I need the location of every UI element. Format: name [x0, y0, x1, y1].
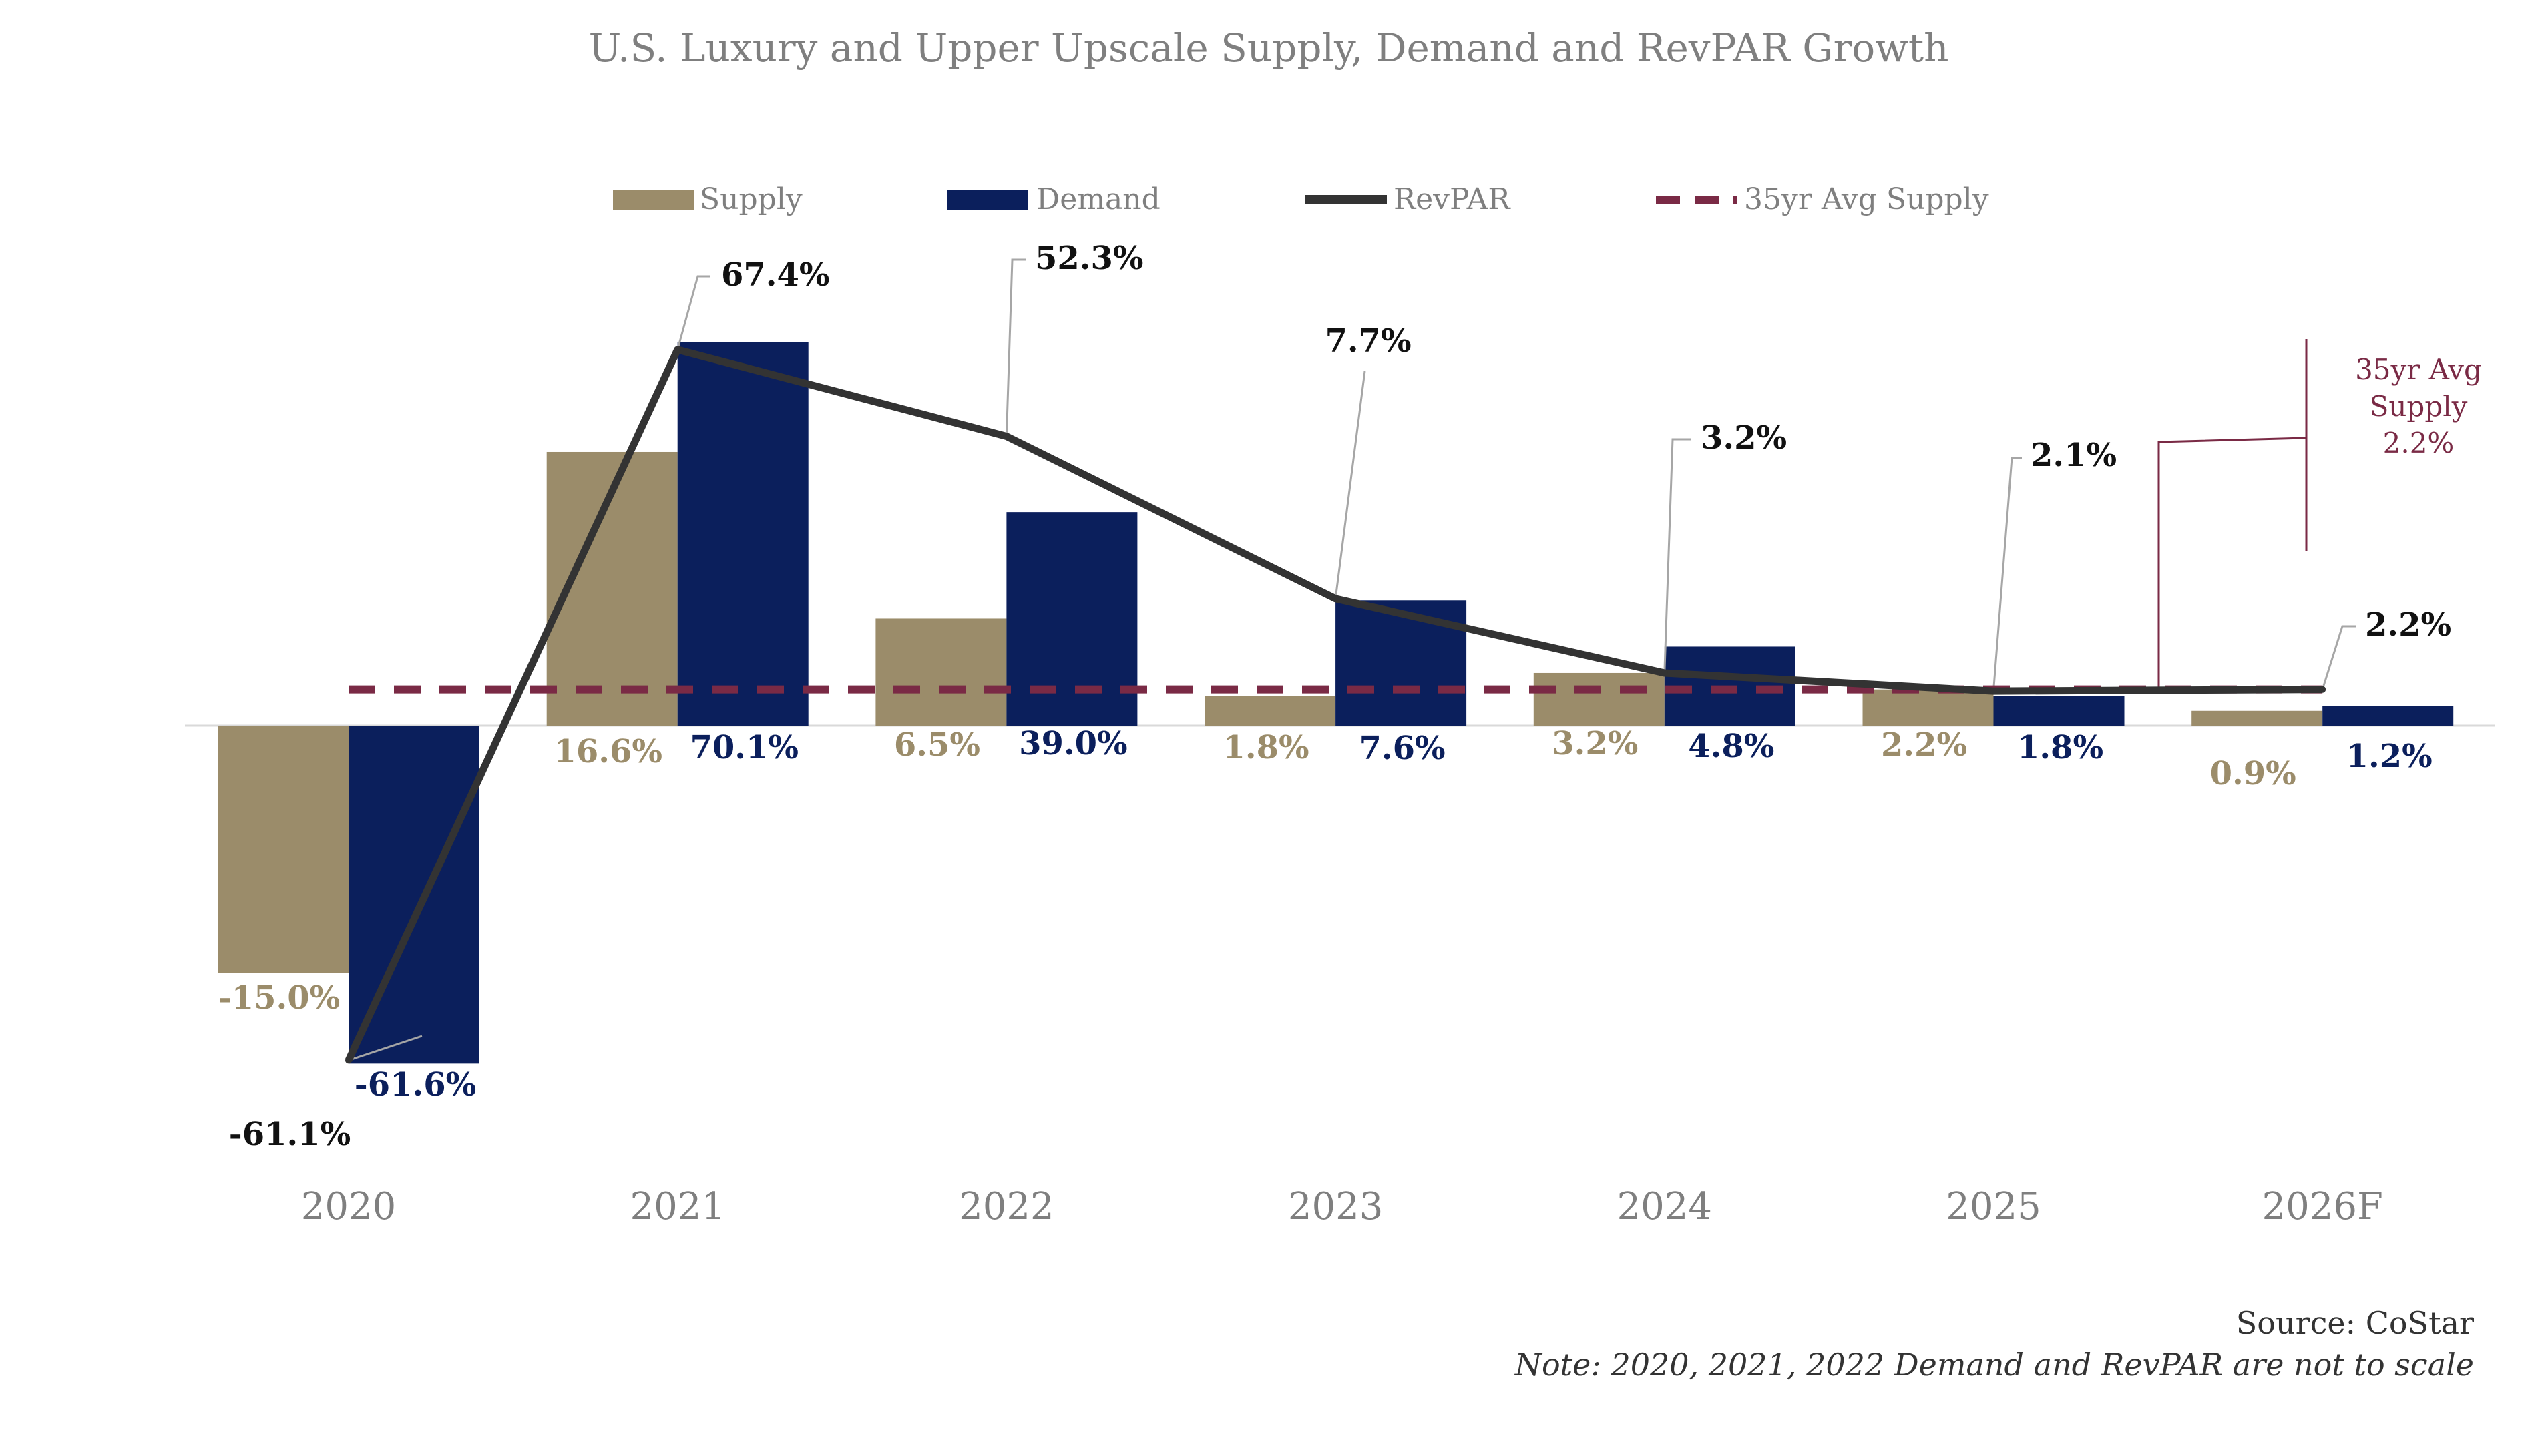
- x-tick-2024: 2024: [1617, 1185, 1713, 1228]
- supply-label-2022: 6.5%: [894, 726, 980, 764]
- revpar-point-2022: [1003, 433, 1010, 440]
- demand-bar-2023: [1335, 600, 1467, 726]
- legend-revpar-label: RevPAR: [1394, 182, 1511, 216]
- demand-bar-2026F: [2322, 706, 2454, 726]
- x-tick-2021: 2021: [630, 1185, 725, 1228]
- demand-bar-2022: [1006, 512, 1138, 726]
- source-text: Source: CoStar: [2236, 1305, 2474, 1341]
- revpar-point-2021: [674, 346, 681, 353]
- supply-bar-2022: [875, 618, 1007, 726]
- revpar-leader-2020: [348, 1035, 423, 1061]
- avg-callout-connector: [2157, 437, 2307, 690]
- avg-callout-line-3: 2.2%: [2383, 427, 2455, 459]
- supply-label-2023: 1.8%: [1223, 729, 1309, 766]
- demand-label-2026F: 1.2%: [2346, 738, 2433, 775]
- x-tick-2025: 2025: [1946, 1185, 2041, 1228]
- revpar-leader-2022: [1005, 258, 1026, 437]
- supply-bar-2023: [1205, 696, 1336, 726]
- demand-label-2023: 7.6%: [1359, 730, 1446, 767]
- legend-avg-label: 35yr Avg Supply: [1744, 182, 1989, 216]
- revpar-label-2026F: 2.2%: [2365, 606, 2451, 644]
- demand-bar-2021: [677, 342, 809, 726]
- x-tick-2020: 2020: [301, 1185, 397, 1228]
- legend-demand-label: Demand: [1036, 182, 1160, 216]
- x-tick-2023: 2023: [1288, 1185, 1384, 1228]
- revpar-point-2024: [1661, 669, 1668, 676]
- revpar-leader-2023: [1334, 371, 1366, 599]
- demand-label-2025: 1.8%: [2017, 729, 2103, 766]
- supply-bar-2020: [218, 726, 349, 973]
- revpar-label-2020: -61.1%: [229, 1116, 351, 1153]
- revpar-label-2022: 52.3%: [1035, 240, 1144, 277]
- revpar-point-2026F: [2319, 686, 2326, 693]
- legend-supply-label: Supply: [700, 182, 803, 216]
- supply-label-2025: 2.2%: [1881, 726, 1967, 764]
- legend-demand-swatch: [947, 190, 1028, 210]
- revpar-leader-2026F: [2321, 625, 2356, 690]
- revpar-point-2023: [1332, 595, 1339, 602]
- supply-bar-2026F: [2191, 710, 2323, 726]
- demand-bar-2025: [1993, 696, 2125, 726]
- revpar-point-2020: [345, 1057, 352, 1064]
- demand-label-2022: 39.0%: [1019, 725, 1128, 762]
- revpar-label-2025: 2.1%: [2031, 437, 2117, 474]
- revpar-leader-2021: [676, 275, 710, 350]
- supply-bar-2025: [1862, 689, 1994, 726]
- demand-label-2020: -61.6%: [355, 1066, 476, 1104]
- avg-callout-line-1: 35yr Avg: [2355, 353, 2482, 386]
- supply-label-2024: 3.2%: [1552, 725, 1638, 762]
- supply-label-2021: 16.6%: [554, 733, 662, 770]
- revpar-label-2024: 3.2%: [1701, 419, 1787, 457]
- supply-label-2020: -15.0%: [218, 979, 340, 1017]
- note-text: Note: 2020, 2021, 2022 Demand and RevPAR…: [1514, 1347, 2474, 1383]
- supply-bar-2024: [1533, 672, 1665, 726]
- x-tick-2026F: 2026F: [2262, 1185, 2383, 1228]
- supply-label-2026F: 0.9%: [2210, 755, 2296, 792]
- revpar-point-2025: [1990, 688, 1997, 695]
- avg-callout-line-2: Supply: [2370, 390, 2468, 423]
- legend: Supply Demand RevPAR 35yr Avg Supply: [613, 182, 1989, 216]
- demand-label-2024: 4.8%: [1688, 728, 1774, 765]
- x-tick-2022: 2022: [959, 1185, 1054, 1228]
- chart-title: U.S. Luxury and Upper Upscale Supply, De…: [588, 25, 1948, 71]
- legend-supply-swatch: [613, 190, 694, 210]
- revpar-label-2021: 67.4%: [721, 256, 830, 294]
- avg-callout: 35yr Avg Supply 2.2%: [2305, 339, 2482, 551]
- revpar-leader-2024: [1663, 438, 1691, 674]
- revpar-leader-2025: [1992, 457, 2022, 692]
- revpar-label-2023: 7.7%: [1325, 322, 1411, 360]
- demand-label-2021: 70.1%: [690, 729, 799, 766]
